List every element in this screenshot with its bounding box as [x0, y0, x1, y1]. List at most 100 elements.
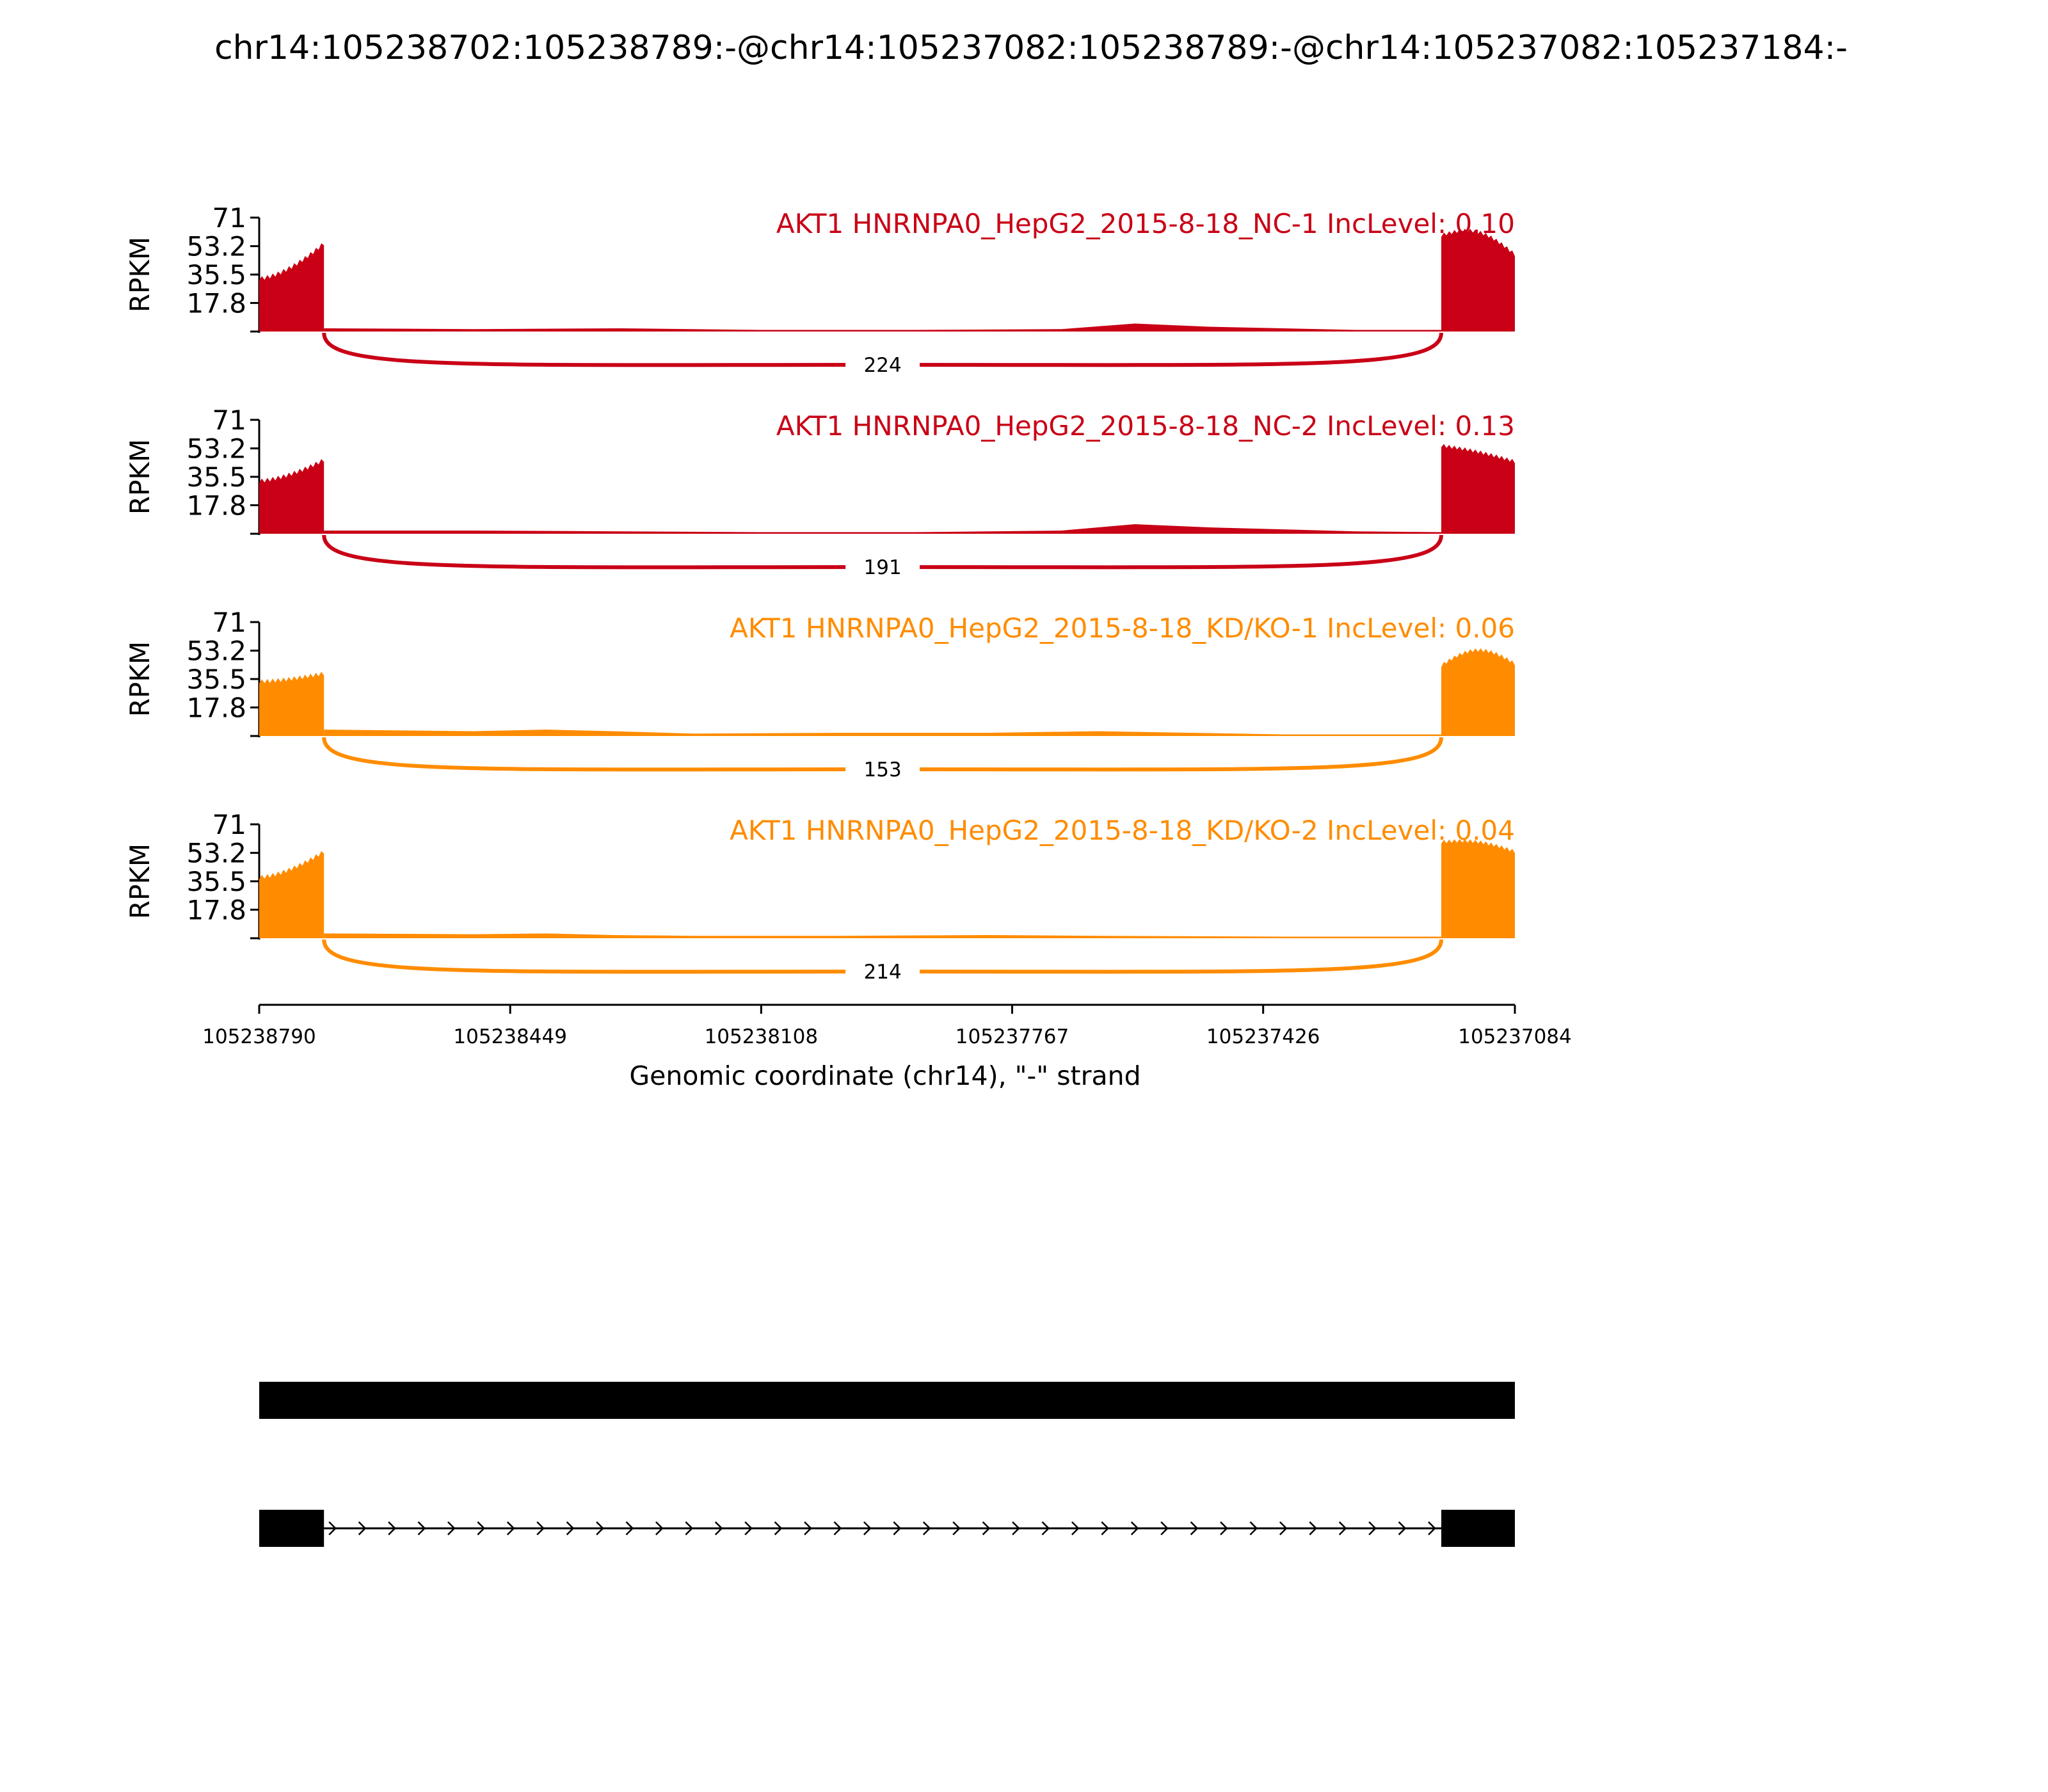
- strand-arrow: [536, 1521, 545, 1535]
- coverage-intron-area: [324, 730, 1442, 736]
- y-tick-label: 53.2: [186, 636, 246, 667]
- strand-arrow: [863, 1521, 872, 1535]
- junction-read-count: 153: [864, 758, 902, 781]
- junction-label-bg: [845, 756, 920, 782]
- strand-arrow: [1190, 1521, 1199, 1535]
- coverage-exon-area: [1441, 444, 1515, 534]
- strand-arrow: [922, 1521, 931, 1535]
- y-tick-label: 35.5: [186, 664, 246, 695]
- isoform-tracks: [259, 1382, 1515, 1547]
- coverage-intron-area: [324, 933, 1442, 938]
- strand-arrow: [1041, 1521, 1050, 1535]
- y-axis-label: RPKM: [124, 237, 156, 312]
- y-tick-label: 53.2: [186, 433, 246, 465]
- strand-arrow: [1071, 1521, 1080, 1535]
- sample-label: AKT1 HNRNPA0_HepG2_2015-8-18_NC-2 IncLev…: [776, 410, 1515, 442]
- strand-arrow: [596, 1521, 604, 1535]
- strand-arrow: [774, 1521, 783, 1535]
- strand-arrow: [1309, 1521, 1318, 1535]
- strand-arrow: [655, 1521, 664, 1535]
- coverage-exon-area: [1441, 228, 1515, 332]
- y-tick-label: 35.5: [186, 866, 246, 897]
- exon-block: [259, 1382, 1515, 1419]
- strand-arrow: [1428, 1521, 1436, 1535]
- coverage-exon-area: [259, 671, 324, 736]
- strand-arrow: [685, 1521, 694, 1535]
- strand-arrow: [328, 1521, 337, 1535]
- sample-label: AKT1 HNRNPA0_HepG2_2015-8-18_NC-1 IncLev…: [776, 208, 1515, 239]
- junction-label-bg: [845, 959, 920, 984]
- strand-arrow: [952, 1521, 961, 1535]
- y-tick-label: 17.8: [186, 894, 246, 925]
- coverage-exon-area: [259, 851, 324, 938]
- strand-arrow: [804, 1521, 812, 1535]
- junction-read-count: 191: [864, 556, 902, 579]
- sample-label: AKT1 HNRNPA0_HepG2_2015-8-18_KD/KO-1 Inc…: [730, 612, 1515, 644]
- coverage-intron-area: [324, 323, 1442, 332]
- strand-arrow: [744, 1521, 753, 1535]
- coverage-exon-area: [259, 459, 324, 534]
- x-tick-label: 105238108: [705, 1025, 819, 1048]
- figure-title: chr14:105238702:105238789:-@chr14:105237…: [214, 29, 1848, 67]
- strand-arrow: [893, 1521, 902, 1535]
- coverage-exon-area: [1441, 839, 1515, 938]
- x-axis-label: Genomic coordinate (chr14), "-" strand: [629, 1060, 1140, 1091]
- coverage-intron-area: [324, 524, 1442, 534]
- strand-arrow: [506, 1521, 515, 1535]
- strand-arrow: [566, 1521, 575, 1535]
- strand-arrow: [1279, 1521, 1288, 1535]
- y-tick-label: 35.5: [186, 259, 246, 291]
- y-tick-label: 71: [212, 607, 246, 638]
- strand-arrow: [358, 1521, 367, 1535]
- coverage-exon-area: [1441, 648, 1515, 736]
- y-tick-label: 35.5: [186, 461, 246, 493]
- strand-arrow: [1160, 1521, 1169, 1535]
- strand-arrow: [1101, 1521, 1110, 1535]
- junction-read-count: 214: [864, 961, 902, 984]
- x-tick-label: 105237084: [1458, 1025, 1572, 1048]
- isoform-track: [259, 1510, 1515, 1547]
- x-tick-label: 105237767: [956, 1025, 1069, 1048]
- strand-arrow: [714, 1521, 723, 1535]
- y-axis-label: RPKM: [124, 844, 156, 919]
- strand-arrow: [388, 1521, 396, 1535]
- strand-arrow: [982, 1521, 991, 1535]
- strand-arrow: [1130, 1521, 1139, 1535]
- y-tick-label: 71: [212, 809, 246, 840]
- strand-arrow: [1338, 1521, 1347, 1535]
- y-tick-label: 17.8: [186, 490, 246, 521]
- coverage-exon-area: [259, 243, 324, 332]
- y-tick-label: 53.2: [186, 838, 246, 869]
- strand-arrow: [625, 1521, 634, 1535]
- strand-arrow: [417, 1521, 426, 1535]
- exon-block: [259, 1510, 324, 1547]
- strand-arrow: [447, 1521, 456, 1535]
- x-tick-label: 105238449: [453, 1025, 567, 1048]
- y-axis-label: RPKM: [124, 641, 156, 717]
- junction-read-count: 224: [864, 354, 902, 377]
- y-tick-label: 17.8: [186, 287, 246, 319]
- y-tick-label: 71: [212, 202, 246, 234]
- strand-arrow: [1398, 1521, 1407, 1535]
- strand-arrow: [1220, 1521, 1228, 1535]
- junction-label-bg: [845, 554, 920, 580]
- x-tick-label: 105237426: [1206, 1025, 1320, 1048]
- y-tick-label: 71: [212, 404, 246, 436]
- exon-block: [1441, 1510, 1515, 1547]
- y-tick-label: 53.2: [186, 231, 246, 262]
- sample-label: AKT1 HNRNPA0_HepG2_2015-8-18_KD/KO-2 Inc…: [730, 815, 1515, 846]
- strand-arrow: [833, 1521, 842, 1535]
- junction-label-bg: [845, 352, 920, 378]
- strand-arrow: [1249, 1521, 1258, 1535]
- y-tick-label: 17.8: [186, 692, 246, 723]
- strand-arrow: [477, 1521, 486, 1535]
- x-axis: Genomic coordinate (chr14), "-" strand 1…: [202, 1004, 1572, 1091]
- y-axis-label: RPKM: [124, 439, 156, 515]
- isoform-track: [259, 1382, 1515, 1419]
